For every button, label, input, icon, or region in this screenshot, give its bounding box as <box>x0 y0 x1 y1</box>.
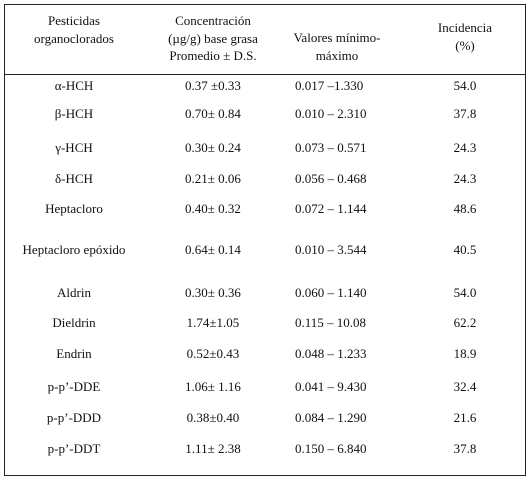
incidence-cell: 40.5 <box>453 242 477 257</box>
pesticide-cell: Aldrin <box>57 285 91 300</box>
concentration-cell: 0.30± 0.24 <box>185 140 241 155</box>
incidence-cell: 37.8 <box>453 106 477 121</box>
pesticide-cell: p-p’-DDD <box>46 410 102 425</box>
header-valores: Valores mínimo- máximo <box>275 29 399 64</box>
pesticide-cell: p-p’-DDT <box>47 441 101 456</box>
data-table: Pesticidas organoclorados Concentración … <box>4 4 526 476</box>
incidence-cell: 24.3 <box>453 140 477 155</box>
range-cell: 0.056 – 0.468 <box>295 171 367 186</box>
range-cell: 0.072 – 1.144 <box>295 201 367 216</box>
concentration-cell: 0.21± 0.06 <box>185 171 241 186</box>
concentration-cell: 0.70± 0.84 <box>185 106 241 121</box>
header-text: máximo <box>315 47 359 63</box>
concentration-cell: 0.38±0.40 <box>186 410 240 425</box>
header-text: (µg/g) base grasa <box>168 30 258 46</box>
incidence-cell: 48.6 <box>453 201 477 216</box>
range-cell: 0.115 – 10.08 <box>295 315 367 330</box>
incidence-cell: 24.3 <box>453 171 477 186</box>
incidence-cell: 21.6 <box>453 410 477 425</box>
range-cell: 0.060 – 1.140 <box>295 285 367 300</box>
pesticide-cell: β-HCH <box>54 106 94 121</box>
range-cell: 0.010 – 2.310 <box>295 106 367 121</box>
incidence-cell: 54.0 <box>453 78 477 93</box>
concentration-cell: 1.11± 2.38 <box>185 441 241 456</box>
concentration-cell: 1.06± 1.16 <box>185 379 241 394</box>
header-text: (%) <box>455 37 475 53</box>
header-pesticidas: Pesticidas organoclorados <box>5 12 143 47</box>
pesticide-cell: γ-HCH <box>55 140 93 155</box>
incidence-cell: 37.8 <box>453 441 477 456</box>
header-text: Incidencia <box>437 20 493 35</box>
range-cell: 0.048 – 1.233 <box>295 346 367 361</box>
range-cell: 0.150 – 6.840 <box>295 441 367 456</box>
header-text: Promedio ± D.S. <box>169 48 257 64</box>
pesticide-cell: Dieldrin <box>52 315 96 330</box>
pesticide-cell: δ-HCH <box>55 171 93 186</box>
header-incidencia: Incidencia (%) <box>403 19 527 54</box>
pesticide-cell: Heptacloro epóxido <box>22 242 126 257</box>
header-text: Pesticidas <box>48 13 100 28</box>
pesticide-cell: p-p’-DDE <box>47 379 101 394</box>
header-text: organoclorados <box>34 30 114 46</box>
concentration-cell: 0.64± 0.14 <box>185 242 241 257</box>
concentration-cell: 0.40± 0.32 <box>185 201 241 216</box>
range-cell: 0.010 – 3.544 <box>295 242 367 257</box>
pesticide-cell: Endrin <box>56 346 92 361</box>
concentration-cell: 0.30± 0.36 <box>185 285 241 300</box>
incidence-cell: 54.0 <box>453 285 477 300</box>
range-cell: 0.017 –1.330 <box>295 78 364 93</box>
pesticide-cell: Heptacloro <box>45 201 103 216</box>
header-text: Valores mínimo- <box>293 30 381 45</box>
pesticide-cell: α-HCH <box>54 78 94 93</box>
header-text: Concentración <box>175 13 251 28</box>
header-concentracion: Concentración (µg/g) base grasa Promedio… <box>143 12 283 65</box>
incidence-cell: 62.2 <box>453 315 477 330</box>
header-divider <box>5 74 525 75</box>
concentration-cell: 0.52±0.43 <box>186 346 240 361</box>
incidence-cell: 32.4 <box>453 379 477 394</box>
range-cell: 0.073 – 0.571 <box>295 140 367 155</box>
range-cell: 0.084 – 1.290 <box>295 410 367 425</box>
concentration-cell: 0.37 ±0.33 <box>185 78 241 93</box>
range-cell: 0.041 – 9.430 <box>295 379 367 394</box>
concentration-cell: 1.74±1.05 <box>186 315 240 330</box>
incidence-cell: 18.9 <box>453 346 477 361</box>
